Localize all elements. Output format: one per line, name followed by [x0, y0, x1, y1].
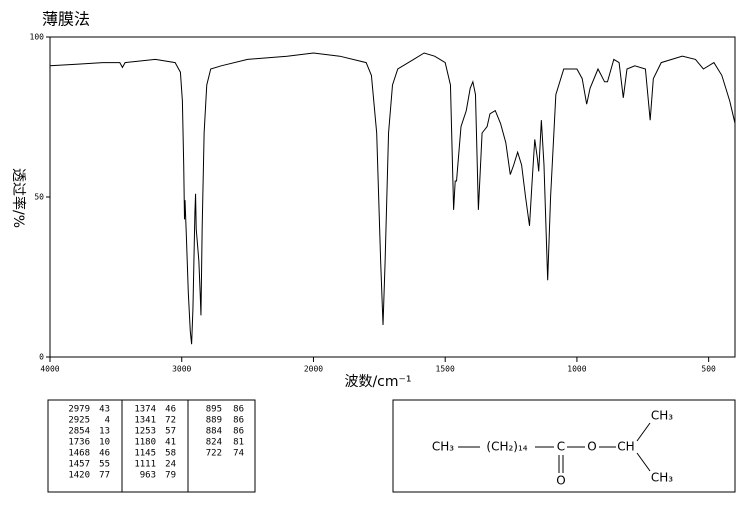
x-tick-label: 500: [701, 365, 716, 374]
peak-wavenumber: 1736: [68, 438, 90, 448]
peak-transmittance: 58: [165, 449, 176, 459]
spectrum-line: [49, 52, 736, 345]
structure-label: (CH₂)₁₄: [486, 440, 527, 454]
peak-transmittance: 41: [165, 438, 176, 448]
structure-label: CH₃: [651, 409, 673, 423]
peak-wavenumber: 1111: [134, 460, 156, 470]
peak-transmittance: 57: [165, 427, 176, 437]
y-axis-label: 透过率/%: [10, 168, 27, 228]
peak-wavenumber: 2925: [68, 416, 90, 426]
peak-transmittance: 46: [165, 405, 176, 415]
peak-wavenumber: 1457: [68, 460, 90, 470]
peak-wavenumber: 2854: [68, 427, 90, 437]
peak-transmittance: 72: [165, 416, 176, 426]
x-axis-label: 波数/cm⁻¹: [344, 374, 411, 390]
structure-label: O: [556, 474, 565, 488]
peak-wavenumber: 1253: [134, 427, 156, 437]
peak-transmittance: 86: [233, 405, 244, 415]
peak-table-box: [47, 399, 256, 493]
peak-wavenumber: 1180: [134, 438, 156, 448]
peak-transmittance: 4: [105, 416, 110, 426]
peak-transmittance: 24: [165, 460, 176, 470]
peak-transmittance: 86: [233, 416, 244, 426]
peak-transmittance: 86: [233, 427, 244, 437]
y-tick-label: 100: [30, 33, 45, 42]
peak-wavenumber: 2979: [68, 405, 90, 415]
peak-wavenumber: 889: [206, 416, 222, 426]
peak-wavenumber: 1420: [68, 471, 90, 481]
y-tick-label: 0: [39, 353, 44, 362]
peak-transmittance: 77: [99, 471, 110, 481]
chart-title: 薄膜法: [42, 10, 90, 29]
structure-label: CH: [617, 440, 634, 454]
peak-wavenumber: 895: [206, 405, 222, 415]
peak-wavenumber: 963: [140, 471, 156, 481]
peak-transmittance: 13: [99, 427, 110, 437]
peak-wavenumber: 884: [206, 427, 222, 437]
peak-transmittance: 55: [99, 460, 110, 470]
peak-transmittance: 74: [233, 449, 244, 459]
peak-transmittance: 79: [165, 471, 176, 481]
structure-label: CH₃: [432, 440, 454, 454]
peak-wavenumber: 1145: [134, 449, 156, 459]
x-tick-label: 3000: [172, 365, 191, 374]
x-tick-label: 1500: [436, 365, 455, 374]
x-tick-label: 4000: [40, 365, 59, 374]
structure-bonds: [458, 422, 651, 473]
peak-wavenumber: 824: [206, 438, 222, 448]
structure-label: O: [587, 440, 596, 454]
peak-transmittance: 43: [99, 405, 110, 415]
peak-wavenumber: 1374: [134, 405, 156, 415]
peak-wavenumber: 1341: [134, 416, 156, 426]
structure-box: [392, 399, 736, 493]
x-tick-label: 1000: [567, 365, 586, 374]
peak-wavenumber: 722: [206, 449, 222, 459]
peak-transmittance: 10: [99, 438, 110, 448]
y-tick-label: 50: [34, 193, 44, 202]
peak-transmittance: 46: [99, 449, 110, 459]
x-tick-label: 2000: [304, 365, 323, 374]
structure-label: CH₃: [651, 471, 673, 485]
structure-label: C: [557, 440, 565, 454]
peak-transmittance: 81: [233, 438, 244, 448]
peak-wavenumber: 1468: [68, 449, 90, 459]
